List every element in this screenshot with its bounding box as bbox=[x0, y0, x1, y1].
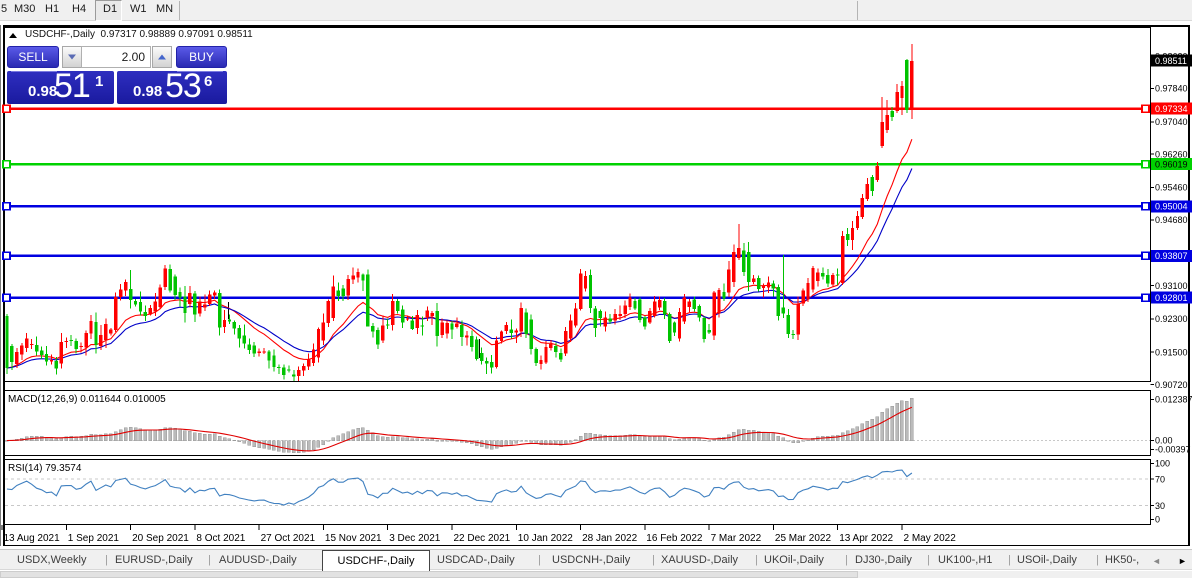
svg-text:28 Jan 2022: 28 Jan 2022 bbox=[582, 533, 637, 544]
svg-text:0.97040: 0.97040 bbox=[1155, 117, 1188, 127]
svg-text:27 Oct 2021: 27 Oct 2021 bbox=[261, 533, 316, 544]
svg-text:30: 30 bbox=[1155, 501, 1165, 511]
svg-text:25 Mar 2022: 25 Mar 2022 bbox=[775, 533, 832, 544]
svg-text:100: 100 bbox=[1155, 459, 1170, 469]
svg-text:0.92801: 0.92801 bbox=[1155, 293, 1188, 303]
svg-text:13 Aug 2021: 13 Aug 2021 bbox=[4, 533, 61, 544]
svg-text:RSI(14) 79.3574: RSI(14) 79.3574 bbox=[8, 463, 82, 474]
svg-text:16 Feb 2022: 16 Feb 2022 bbox=[646, 533, 703, 544]
svg-text:0.97334: 0.97334 bbox=[1155, 104, 1188, 114]
svg-text:10 Jan 2022: 10 Jan 2022 bbox=[518, 533, 573, 544]
svg-text:0.93807: 0.93807 bbox=[1155, 251, 1188, 261]
svg-text:70: 70 bbox=[1155, 474, 1165, 484]
svg-text:20 Sep 2021: 20 Sep 2021 bbox=[132, 533, 189, 544]
svg-text:0.96260: 0.96260 bbox=[1155, 149, 1188, 159]
svg-text:0.95460: 0.95460 bbox=[1155, 183, 1188, 193]
svg-text:7 Mar 2022: 7 Mar 2022 bbox=[711, 533, 762, 544]
svg-text:0.98511: 0.98511 bbox=[1155, 56, 1187, 66]
svg-text:3 Dec 2021: 3 Dec 2021 bbox=[389, 533, 441, 544]
svg-text:1 Sep 2021: 1 Sep 2021 bbox=[68, 533, 120, 544]
svg-text:MACD(12,26,9) 0.011644 0.01000: MACD(12,26,9) 0.011644 0.010005 bbox=[8, 394, 166, 405]
svg-text:0.92300: 0.92300 bbox=[1155, 314, 1188, 324]
svg-text:0.96019: 0.96019 bbox=[1155, 160, 1188, 170]
svg-text:0.93100: 0.93100 bbox=[1155, 281, 1188, 291]
svg-text:0.95004: 0.95004 bbox=[1155, 202, 1188, 212]
svg-text:0.91500: 0.91500 bbox=[1155, 347, 1188, 357]
svg-text:15 Nov 2021: 15 Nov 2021 bbox=[325, 533, 382, 544]
svg-text:0.90720: 0.90720 bbox=[1155, 380, 1188, 390]
svg-text:0.94680: 0.94680 bbox=[1155, 215, 1188, 225]
svg-text:13 Apr 2022: 13 Apr 2022 bbox=[839, 533, 893, 544]
svg-text:0: 0 bbox=[1155, 515, 1160, 525]
svg-text:0.012387: 0.012387 bbox=[1155, 395, 1192, 405]
svg-text:2 May 2022: 2 May 2022 bbox=[904, 533, 957, 544]
svg-text:0.97840: 0.97840 bbox=[1155, 84, 1188, 94]
svg-text:0.00: 0.00 bbox=[1155, 436, 1173, 446]
svg-text:8 Oct 2021: 8 Oct 2021 bbox=[196, 533, 245, 544]
svg-text:-0.00397: -0.00397 bbox=[1155, 445, 1191, 455]
svg-text:22 Dec 2021: 22 Dec 2021 bbox=[454, 533, 511, 544]
